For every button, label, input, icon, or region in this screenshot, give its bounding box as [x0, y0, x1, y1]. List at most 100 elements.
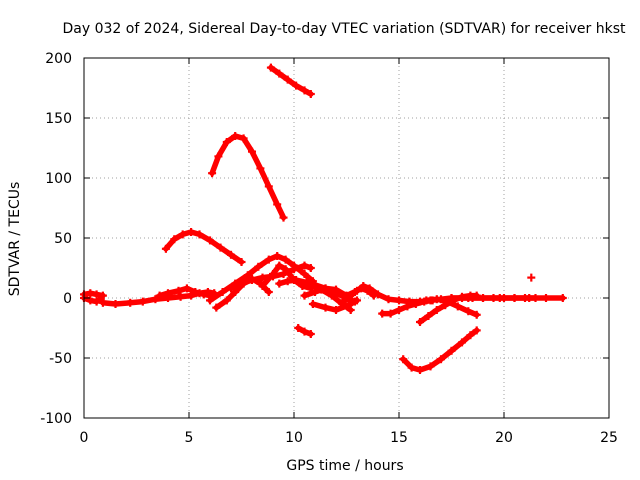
data-point [275, 261, 284, 270]
data-point [222, 138, 231, 146]
data-point [187, 228, 196, 236]
chart-title: Day 032 of 2024, Sidereal Day-to-day VTE… [63, 21, 626, 37]
data-point [176, 292, 185, 301]
data-point [269, 270, 277, 278]
data-point [458, 338, 466, 347]
data-point [300, 327, 309, 336]
data-point [300, 86, 309, 95]
data-point [227, 250, 235, 259]
data-point [306, 264, 315, 272]
data-point [363, 286, 372, 295]
data-point [264, 255, 273, 264]
y-tick-label: -100 [40, 411, 72, 427]
data-point [386, 309, 395, 318]
data-point [273, 200, 282, 209]
data-point [111, 300, 120, 308]
data-point [266, 63, 275, 72]
data-point [258, 273, 267, 282]
data-point [290, 265, 298, 274]
y-tick-label: 0 [63, 291, 72, 307]
data-point [453, 302, 462, 311]
plot-frame [83, 57, 610, 419]
data-point [510, 294, 519, 302]
data-point [399, 355, 408, 364]
data-point [346, 306, 355, 314]
data-point [258, 282, 267, 290]
x-tick-label: 5 [185, 430, 194, 446]
data-point [279, 213, 288, 222]
data-point [432, 295, 441, 304]
data-point [357, 284, 366, 293]
data-point [138, 297, 147, 306]
data-point [195, 230, 204, 239]
data-point [155, 291, 164, 300]
data-point [300, 291, 309, 300]
data-point [432, 306, 441, 314]
data-point [306, 90, 315, 98]
data-point [214, 152, 223, 161]
data-point [292, 81, 301, 90]
data-point [344, 294, 353, 302]
data-point [275, 279, 284, 288]
data-point [466, 331, 475, 340]
y-axis-label: SDTVAR / TECUs [7, 182, 23, 297]
data-point [174, 286, 183, 295]
data-point [275, 69, 284, 78]
data-point [164, 289, 172, 298]
data-point [281, 255, 290, 264]
series-line-sat-r [400, 327, 480, 373]
data-point [403, 302, 412, 311]
data-point [227, 284, 235, 293]
data-point [218, 288, 227, 296]
data-point [464, 294, 473, 302]
data-point [237, 279, 246, 288]
x-tick-label: 10 [285, 430, 303, 446]
data-point [369, 291, 378, 300]
data-point [243, 271, 252, 280]
data-point [231, 132, 240, 140]
axis-ticks: 0 5 10 15 20 25 -100 -50 0 50 100 150 200 [40, 51, 618, 446]
data-point [378, 309, 387, 318]
x-axis-label: GPS time / hours [286, 458, 403, 474]
data-point [273, 252, 282, 260]
data-point [332, 285, 340, 294]
y-tick-label: 100 [45, 171, 72, 187]
data-point [472, 310, 481, 319]
data-point [161, 244, 170, 253]
data-point [170, 235, 179, 244]
data-point [306, 279, 315, 288]
data-point [237, 258, 246, 266]
data-point [206, 296, 214, 305]
series-layer [80, 63, 567, 374]
y-tick-label: 150 [45, 111, 72, 127]
data-point [283, 75, 292, 84]
data-point [264, 182, 273, 191]
data-point [311, 288, 319, 296]
data-point [525, 294, 534, 302]
data-point [308, 300, 317, 308]
data-point [306, 330, 315, 338]
data-point [151, 295, 160, 304]
data-point [416, 366, 424, 374]
data-point [86, 296, 95, 305]
data-point [216, 243, 225, 252]
data-point [281, 265, 290, 274]
data-point [447, 294, 456, 302]
data-point [350, 288, 359, 296]
data-point [212, 303, 221, 312]
data-point [300, 270, 309, 278]
data-point [424, 312, 433, 320]
data-point [542, 294, 550, 302]
data-point [208, 169, 217, 178]
data-point [447, 346, 456, 355]
series-line-sat-f [209, 133, 287, 221]
data-point [416, 318, 424, 326]
data-point [126, 298, 135, 307]
data-point [199, 290, 208, 299]
data-point [86, 289, 95, 298]
data-point [353, 296, 361, 305]
data-point [254, 262, 263, 271]
data-point [92, 290, 101, 299]
data-point [472, 326, 481, 335]
